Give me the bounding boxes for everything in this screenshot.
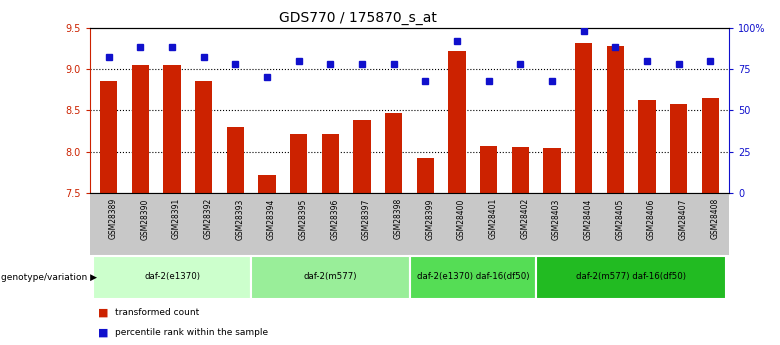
Text: GSM28392: GSM28392 [204,198,213,239]
Bar [93,256,251,299]
Bar [410,256,536,299]
Text: GSM28395: GSM28395 [299,198,307,239]
Text: GSM28400: GSM28400 [457,198,466,239]
Text: GSM28394: GSM28394 [267,198,276,239]
Text: GSM28398: GSM28398 [394,198,402,239]
Text: GSM28407: GSM28407 [679,198,688,239]
Bar [638,100,656,193]
Bar [251,256,410,299]
Text: daf-2(e1370) daf-16(df50): daf-2(e1370) daf-16(df50) [417,272,529,281]
Text: GSM28389: GSM28389 [108,198,118,239]
Bar [544,148,561,193]
Bar [607,46,624,193]
Text: GSM28391: GSM28391 [172,198,181,239]
Text: GSM28405: GSM28405 [615,198,624,239]
Bar [321,134,339,193]
Text: ■: ■ [98,308,108,318]
Text: percentile rank within the sample: percentile rank within the sample [115,328,268,337]
Text: GSM28390: GSM28390 [140,198,149,239]
Bar [132,65,149,193]
Bar [512,147,529,193]
Bar [100,81,118,193]
Bar [195,81,212,193]
Bar [536,256,726,299]
Bar [417,158,434,193]
Text: daf-2(e1370): daf-2(e1370) [144,272,200,281]
Text: GSM28402: GSM28402 [520,198,530,239]
Bar [227,127,244,193]
Text: genotype/variation ▶: genotype/variation ▶ [1,273,97,282]
Bar [290,134,307,193]
Bar [575,42,592,193]
Bar [448,51,466,193]
Text: transformed count: transformed count [115,308,199,317]
Bar [353,120,370,193]
Text: GSM28403: GSM28403 [552,198,561,239]
Bar [258,175,275,193]
Bar [163,65,181,193]
Bar [670,104,687,193]
Text: GSM28393: GSM28393 [236,198,244,239]
Text: GSM28401: GSM28401 [488,198,498,239]
Text: GSM28408: GSM28408 [711,198,719,239]
Bar [385,113,402,193]
Text: GSM28406: GSM28406 [647,198,656,239]
Bar [701,98,719,193]
Title: GDS770 / 175870_s_at: GDS770 / 175870_s_at [279,11,438,25]
Text: GSM28397: GSM28397 [362,198,371,239]
Text: daf-2(m577) daf-16(df50): daf-2(m577) daf-16(df50) [576,272,686,281]
Text: GSM28399: GSM28399 [425,198,434,239]
Text: GSM28404: GSM28404 [583,198,593,239]
Text: ■: ■ [98,327,108,337]
Bar [480,146,498,193]
Text: daf-2(m577): daf-2(m577) [303,272,357,281]
Text: GSM28396: GSM28396 [331,198,339,239]
